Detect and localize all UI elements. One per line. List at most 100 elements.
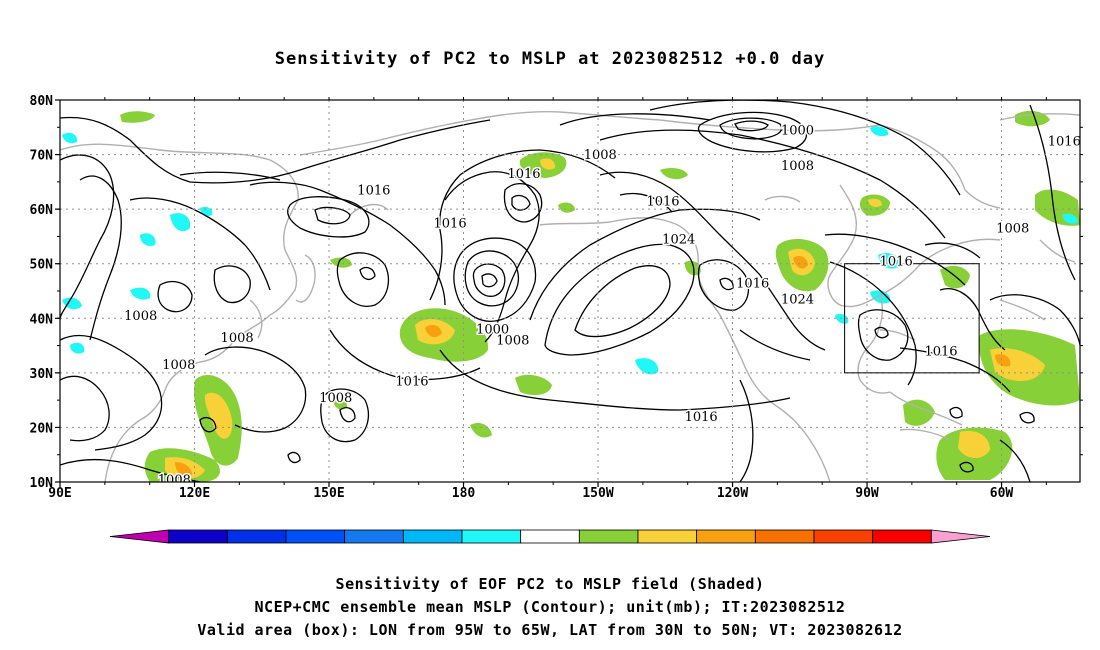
contour-line [339,407,356,423]
contour-line [719,117,783,140]
shade-patch [330,257,352,268]
contour-line [824,233,966,286]
contour-labels: 1016 1016 1016 1008 1008 1008 1008 1008 1016 1008… [123,122,1080,482]
colorbar-swatch [226,529,287,544]
shade-patch [870,126,889,137]
contour-line [464,250,519,307]
contour-label: 1008 [496,334,529,349]
contour-label: 1008 [996,222,1029,237]
shade-patch [333,398,348,410]
contour-line [320,388,369,443]
lon-tick-label: 90E [48,486,71,501]
colorbar-swatch [520,529,580,544]
contour-line [453,237,537,322]
contour-line [472,263,506,297]
contour-line [759,274,826,351]
contour-line [444,171,540,343]
coastline [659,119,881,132]
shade-patch [660,167,688,180]
contour-label: 1016 [685,410,718,425]
contour-line [874,326,889,339]
coastline [999,299,1046,321]
colorbar-swatch [285,529,346,544]
shade-patch [878,253,901,269]
contour-line [599,129,946,239]
contour-line [287,451,301,464]
contour-line [1029,104,1076,281]
shade-patch [793,255,808,269]
lat-tick-label: 40N [30,312,54,327]
coastline [295,254,316,303]
contour-label: 1024 [662,233,695,248]
lat-tick-label: 20N [30,421,54,436]
contour-line [199,417,217,433]
coastline [829,184,857,276]
lon-tick-label: 90W [855,486,879,501]
shade-patch [958,430,990,459]
contour-line [503,183,543,223]
contour-line [697,259,749,311]
valid-area-box [844,263,980,374]
shade-patch [635,358,659,375]
lon-tick-label: 120E [179,486,210,501]
contour-line [157,281,193,313]
contour-label: 1024 [781,293,814,308]
contour-line [649,100,961,196]
longitude-axis: 90E 120E 150E 180 150W 120W 90W 60W [48,97,1047,501]
coastline [104,389,166,482]
shade-patch [425,324,442,338]
lat-tick-label: 30N [30,367,54,382]
contour-line [287,196,370,238]
coastline [764,195,801,203]
coastline [999,113,1080,121]
latitude-axis: 80N 70N 60N 50N 40N 30N 20N 10N [30,94,1083,491]
colorbar-swatch [637,529,698,544]
contour-line [79,175,122,341]
contour-line [60,334,163,451]
coastline [349,203,389,216]
coastline [444,110,661,126]
lon-tick-label: 60W [990,486,1014,501]
contour-line [60,458,201,482]
contour-line [329,329,481,381]
contour-line [179,171,281,181]
coastline [1039,239,1076,263]
coastline [879,124,966,191]
caption-line-3: Valid area (box): LON from 95W to 65W, L… [197,621,903,639]
shade-patch [204,392,233,439]
contour-line [949,406,963,419]
lat-tick-label: 10N [30,476,54,491]
contour-line [734,120,769,132]
contour-line [857,309,909,361]
shade-patch [62,132,78,144]
shade-patch [1062,213,1078,224]
contour-line [314,206,351,225]
contour-line [1019,411,1035,424]
coastline [60,143,299,201]
contour-label: 1008 [221,331,254,346]
contour-line [481,273,498,288]
contour-line [959,461,974,473]
coastline [741,359,831,482]
colorbar-swatch [872,529,932,544]
contour-label: 1016 [646,194,679,209]
lon-tick-label: 150E [313,486,344,501]
caption-line-1: Sensitivity of EOF PC2 to MSLP field (Sh… [335,575,765,593]
colorbar-swatch [813,529,874,544]
colorbar-swatch [930,529,991,544]
lat-tick-label: 80N [30,94,54,109]
contour-line [529,208,761,321]
coastline [899,428,951,441]
contour-line [511,194,531,211]
contour-label: 1016 [736,276,769,291]
lat-tick-label: 60N [30,203,54,218]
colorbar-swatch [578,529,639,544]
colorbar-swatch [461,529,522,544]
coastline [964,189,1001,209]
coastline [857,294,891,394]
shade-patch [558,202,575,213]
contour-line [336,252,389,307]
contour-line [619,192,673,213]
contour-label: 1016 [880,254,913,269]
lat-tick-label: 50N [30,258,54,273]
